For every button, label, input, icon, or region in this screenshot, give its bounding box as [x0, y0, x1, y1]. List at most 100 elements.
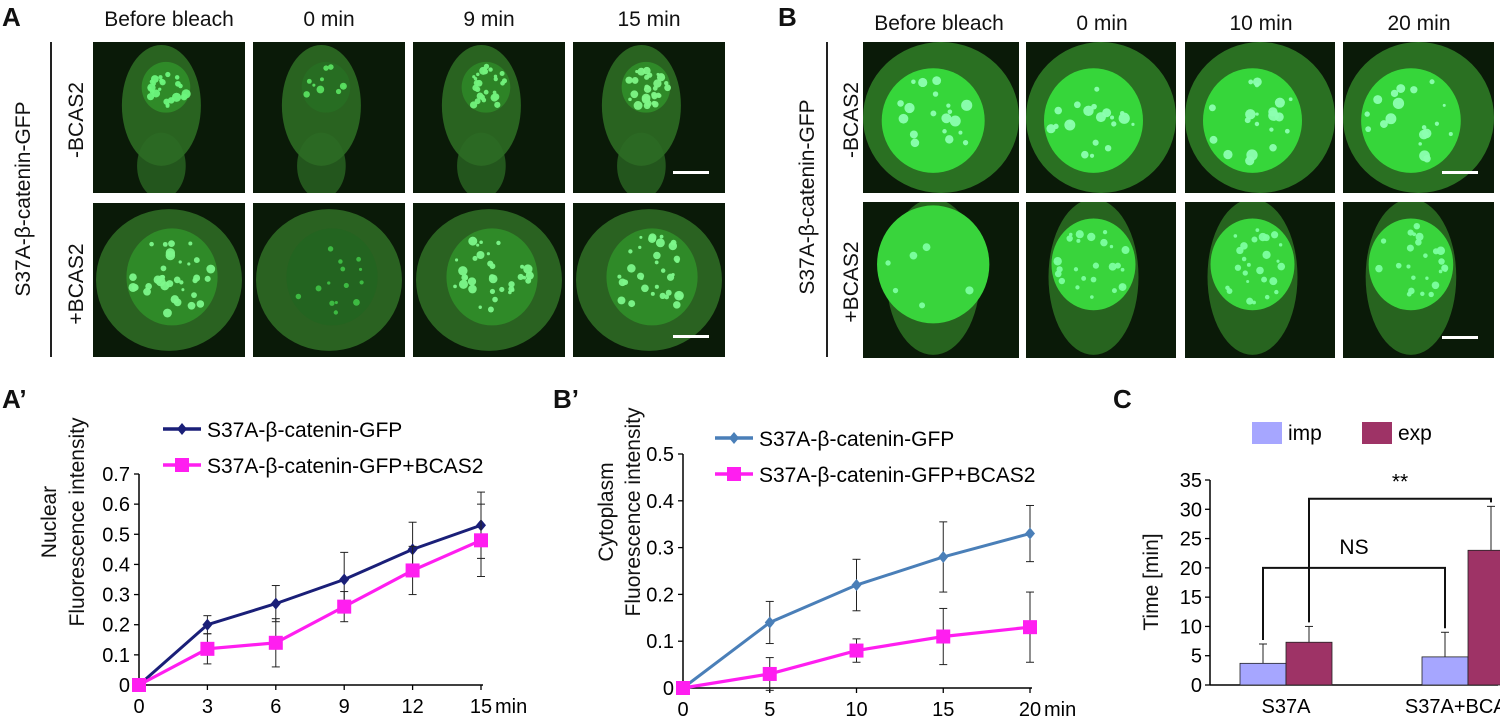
chart-a-prime-ytick-label: 0.7 — [102, 464, 130, 486]
chart-c-legend-exp: exp — [1362, 422, 1432, 445]
chart-a-prime-series-1-line — [138, 523, 482, 687]
chart-a-prime-ylabel-line1: Nuclear — [38, 485, 61, 559]
chart-c-ytick-label: 25 — [1180, 529, 1202, 551]
chart-a-prime-ytick-label: 0.3 — [102, 585, 130, 607]
chart-a-prime-xtick-label: 12 — [401, 696, 423, 718]
panel-b-image-minus-1 — [863, 42, 1019, 193]
panel-b-divider — [826, 42, 828, 357]
chart-b-prime-ytick-label: 0.5 — [646, 444, 674, 466]
chart-b-prime: 0 0.1 0.2 0.3 0.4 0.5 0 5 10 15 20 min S37A-β-cateni… — [646, 428, 1076, 721]
chart-c-ytick-label: 0 — [1191, 675, 1202, 697]
panel-a-image-minus-1 — [93, 42, 245, 193]
panel-a-image-plus-3 — [413, 203, 565, 357]
chart-a-prime-ytick-label: 0.1 — [102, 645, 130, 667]
chart-a-prime-legend-entry-1: S37A-β-catenin-GFP — [163, 419, 402, 442]
chart-c-bar — [1285, 641, 1333, 686]
chart-b-prime-ytick-label: 0 — [663, 678, 674, 700]
chart-a-prime-xtick-label: 3 — [202, 696, 213, 718]
svg-text:S37A-β-catenin-GFP+BCAS2: S37A-β-catenin-GFP+BCAS2 — [759, 464, 1035, 487]
chart-b-prime-legend-entry-2: S37A-β-catenin-GFP+BCAS2 — [715, 464, 1035, 487]
chart-a-prime-point — [270, 597, 281, 610]
chart-b-prime-ytick-label: 0.4 — [646, 491, 674, 513]
panel-b-header-1: Before bleach — [874, 12, 1004, 35]
chart-c-errorbar — [1259, 643, 1267, 664]
chart-c-ytick-label: 30 — [1180, 499, 1202, 521]
chart-c-ytick-label: 10 — [1180, 616, 1202, 638]
svg-text:S37A-β-catenin-GFP: S37A-β-catenin-GFP — [207, 419, 402, 442]
panel-a-image-plus-1 — [93, 203, 245, 357]
chart-b-prime-ytick-label: 0.3 — [646, 538, 674, 560]
chart-b-prime-point — [849, 643, 864, 658]
panel-a-header-1: Before bleach — [104, 8, 234, 31]
chart-b-prime-point — [1023, 620, 1037, 635]
panel-b-header-4: 20 min — [1387, 12, 1451, 35]
chart-a-prime-ytick-label: 0.5 — [102, 524, 130, 546]
panel-a-image-minus-3 — [413, 42, 565, 193]
chart-a-prime-point — [132, 678, 146, 692]
chart-c-errorbar — [1441, 631, 1449, 657]
chart-b-prime-point — [762, 666, 777, 681]
panel-b-label: B — [778, 2, 797, 32]
panel-a-construct-label: S37A-β-catenin-GFP — [12, 101, 35, 297]
chart-a-prime-point — [474, 533, 488, 548]
chart-a-prime-ytick-label: 0.4 — [102, 554, 130, 576]
chart-a-prime-point — [405, 563, 420, 578]
chart-b-prime-ytick-label: 0.1 — [646, 631, 674, 653]
chart-c-xtick-label: S37A — [1262, 696, 1312, 718]
chart-a-prime-xtick-label: 9 — [339, 696, 350, 718]
panel-b-construct-label: S37A-β-catenin-GFP — [796, 99, 819, 295]
chart-a-prime-legend-entry-2: S37A-β-catenin-GFP+BCAS2 — [163, 455, 483, 478]
panel-a-image-minus-2 — [253, 42, 405, 193]
panel-b-image-minus-2 — [1026, 42, 1176, 193]
chart-c-bar — [1421, 656, 1469, 686]
chart-c-xtick-label: S37A+BCAS2 — [1405, 696, 1500, 718]
chart-a-prime-point — [337, 599, 352, 614]
chart-c-errorbar — [1487, 505, 1495, 551]
chart-a-prime-ylabel-line2: Fluorescence intensity — [66, 417, 89, 627]
chart-a-prime-series-2-line — [138, 538, 482, 687]
panel-a-image-minus-4 — [573, 42, 725, 193]
chart-b-prime-ytick-label: 0.2 — [646, 584, 674, 606]
chart-b-prime-point — [938, 550, 949, 563]
chart-c-bracket-significant: ** — [1308, 471, 1492, 623]
panel-b-image-minus-3 — [1185, 42, 1335, 193]
chart-c-ytick-label: 15 — [1180, 587, 1202, 609]
chart-c-bracket-ns: NS — [1262, 536, 1446, 640]
chart-a-prime-ytick-label: 0 — [119, 675, 130, 697]
chart-b-prime-panel-label: B’ — [553, 384, 579, 414]
panel-b-header-2: 0 min — [1076, 12, 1128, 35]
chart-a-prime-x-unit: min — [495, 696, 527, 718]
panel-a-image-plus-2 — [253, 203, 405, 357]
chart-a-prime-ytick-label: 0.6 — [102, 494, 130, 516]
panel-a-header-4: 15 min — [617, 8, 681, 31]
chart-a-prime-point — [202, 618, 213, 631]
chart-b-prime-ylabel-line1: Cytoplasm — [595, 462, 618, 562]
chart-a-prime-xtick-label: 15 — [470, 696, 492, 718]
chart-c-errorbar — [1305, 625, 1313, 643]
svg-text:exp: exp — [1398, 422, 1432, 445]
panel-b-image-plus-3 — [1185, 202, 1335, 358]
chart-b-prime-point — [676, 681, 690, 695]
chart-c-ytick-label: 20 — [1180, 558, 1202, 580]
chart-a-prime-panel-label: A’ — [2, 384, 27, 414]
chart-b-prime-xtick-label: 15 — [932, 699, 954, 721]
panel-a-header-2: 0 min — [303, 8, 355, 31]
chart-c-legend-imp: imp — [1252, 422, 1322, 445]
chart-b-prime-point — [936, 629, 951, 644]
panel-a-divider — [50, 42, 52, 357]
panel-b-image-minus-4 — [1343, 42, 1494, 193]
panel-b-image-plus-4 — [1343, 202, 1494, 358]
chart-c-ytick-label: 5 — [1191, 646, 1202, 668]
chart-b-prime-legend-entry-1: S37A-β-catenin-GFP — [715, 428, 954, 451]
panel-a-label: A — [2, 2, 21, 32]
chart-b-prime-x-unit: min — [1044, 699, 1076, 721]
chart-b-prime-xtick-label: 20 — [1019, 699, 1041, 721]
chart-a-prime-point — [268, 635, 283, 650]
chart-a-prime: 0 0.1 0.2 0.3 0.4 0.5 0.6 0.7 0 3 6 9 12 15 min S37A-β-… — [102, 419, 527, 718]
panel-b-header-3: 10 min — [1229, 12, 1293, 35]
panel-a-row-minus-bcas2: -BCAS2 — [65, 82, 88, 158]
svg-text:NS: NS — [1339, 536, 1368, 559]
chart-a-prime-ytick-label: 0.2 — [102, 615, 130, 637]
svg-text:**: ** — [1392, 471, 1408, 494]
chart-b-prime-xtick-label: 10 — [845, 699, 867, 721]
